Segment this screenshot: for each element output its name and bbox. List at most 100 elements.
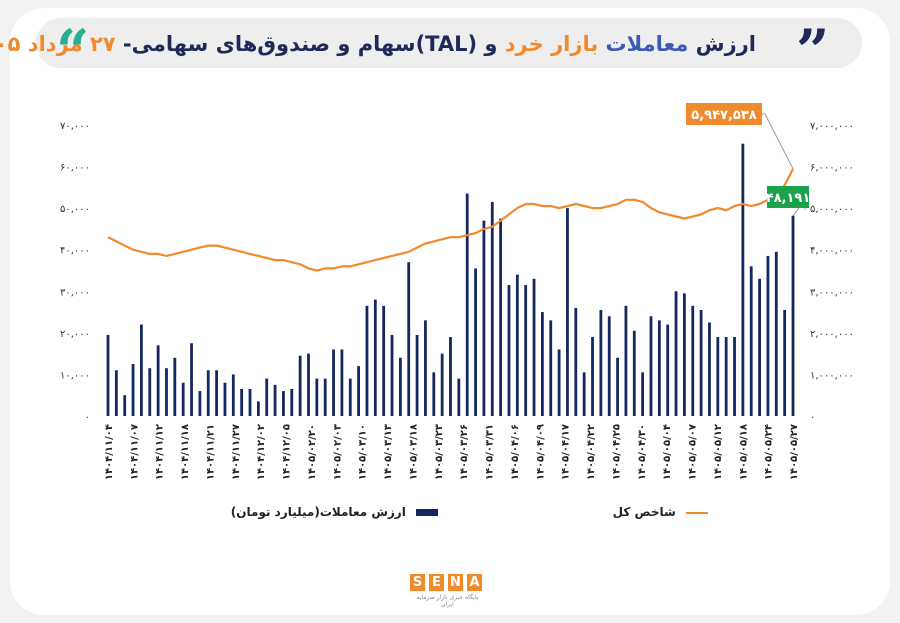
bar [307, 353, 310, 416]
legend-line: شاخص کل [613, 503, 708, 521]
bar [407, 262, 411, 416]
left-axis-tick-label: ۷۰,۰۰۰ [60, 121, 90, 132]
sena-logo: S E N A پایگاه خبری بازار سرمایه ایران [410, 574, 510, 608]
bar-callout-label: ۴۸,۱۹۱ [766, 191, 811, 206]
right-axis-tick-label: ۲,۰۰۰,۰۰۰ [810, 329, 854, 340]
bar [674, 291, 678, 416]
bar [165, 368, 168, 416]
logo-letter-e: E [429, 574, 444, 591]
bar [766, 255, 770, 416]
bar [649, 316, 653, 416]
right-axis-tick-label: ۳,۰۰۰,۰۰۰ [810, 287, 854, 298]
bar [607, 316, 611, 416]
logo-letter-n: N [448, 574, 463, 591]
bar [357, 366, 361, 416]
right-axis-tick-label: ۴,۰۰۰,۰۰۰ [810, 246, 854, 257]
bar [490, 201, 494, 416]
title-bar: “ ارزش معاملات بازار خرد و (TAL)سهام و ص… [0, 18, 862, 80]
bar [424, 320, 427, 416]
left-axis-tick-label: ۵۰,۰۰۰ [60, 204, 90, 215]
bar [524, 285, 528, 416]
bar [156, 345, 160, 416]
title-part-2: معاملات [605, 32, 689, 56]
bar [716, 337, 720, 416]
title-part-1: ارزش [695, 32, 756, 56]
legend-line-swatch [686, 511, 708, 514]
right-axis-tick-label: ۱,۰۰۰,۰۰۰ [810, 370, 854, 381]
bar [791, 215, 795, 416]
left-axis-tick-label: ۶۰,۰۰۰ [60, 163, 90, 174]
bar [190, 343, 193, 416]
title-part-3: بازار خرد [504, 32, 599, 56]
x-tick-label: ۱۴۰۵/۰۳/۱۰ [358, 424, 369, 480]
index-line [107, 168, 794, 272]
bar [515, 274, 519, 416]
x-tick-label: ۱۴۰۵/۰۴/۰۶ [510, 424, 521, 480]
bar [140, 324, 143, 416]
bar [114, 370, 118, 416]
bar [566, 208, 569, 416]
bar [206, 370, 210, 416]
bar [683, 293, 686, 416]
right-axis-tick-label: ۰ [810, 412, 815, 423]
bar [783, 309, 787, 416]
bar [449, 337, 452, 416]
x-tick-label: ۱۴۰۴/۱۲/۰۲ [256, 424, 267, 480]
right-axis-tick-label: ۵,۰۰۰,۰۰۰ [810, 204, 854, 215]
bar [340, 349, 344, 416]
bar [315, 378, 319, 416]
bar [390, 334, 394, 416]
bar [582, 372, 586, 416]
bar [741, 143, 745, 416]
bar [657, 320, 661, 416]
bar [215, 370, 218, 416]
bar [474, 268, 477, 416]
bar [749, 266, 753, 416]
logo-subtitle: پایگاه خبری بازار سرمایه ایران [416, 594, 479, 608]
bar [106, 334, 110, 416]
x-tick-label: ۱۴۰۵/۰۵/۰۷ [688, 424, 699, 480]
legend-bars: ارزش معاملات(میلیارد تومان) [231, 503, 438, 521]
bar [440, 353, 444, 416]
bar [758, 278, 761, 416]
bar [482, 220, 486, 416]
bar [223, 382, 227, 416]
bar [557, 349, 561, 416]
bar [198, 391, 202, 416]
x-tick-label: ۱۴۰۵/۰۵/۲۷ [789, 424, 800, 480]
bar [724, 337, 728, 416]
bar [173, 357, 177, 416]
bar-callout-box [767, 186, 809, 208]
legend-line-label: شاخص کل [612, 505, 676, 519]
x-tick-label: ۱۴۰۴/۱۲/۰۵ [282, 424, 293, 480]
x-tick-label: ۱۴۰۴/۱۱/۲۱ [205, 424, 216, 480]
bar [632, 330, 636, 416]
x-tick-label: ۱۴۰۴/۱۱/۰۴ [104, 424, 115, 480]
x-tick-label: ۱۴۰۴/۱۱/۱۸ [180, 424, 191, 480]
quote-right-icon: ” [796, 17, 830, 85]
legend-bars-label: ارزش معاملات(میلیارد تومان) [230, 505, 406, 519]
bar [708, 322, 711, 416]
legend-bars-swatch [416, 509, 438, 516]
bar [298, 355, 302, 416]
bar [256, 401, 260, 416]
bar [432, 372, 436, 416]
bar [616, 357, 619, 416]
bar [591, 337, 594, 416]
bar [691, 305, 695, 416]
bar [415, 334, 419, 416]
bar [282, 391, 285, 416]
x-tick-label: ۱۴۰۵/۰۳/۱۸ [408, 424, 419, 480]
x-tick-label: ۱۴۰۴/۱۱/۱۲ [155, 424, 166, 480]
x-tick-label: ۱۴۰۵/۰۵/۱۲ [713, 424, 724, 480]
bar [574, 307, 578, 416]
x-tick-label: ۱۴۰۵/۰۵/۰۴ [662, 424, 673, 480]
x-tick-label: ۱۴۰۵/۰۵/۱۸ [738, 424, 749, 480]
bar [240, 388, 244, 416]
bar [540, 312, 544, 416]
bar [549, 320, 553, 416]
bar [624, 305, 628, 416]
bar [332, 349, 335, 416]
title-part-5: ۲۷ مرداد ۱۴۰۵ [0, 32, 116, 56]
